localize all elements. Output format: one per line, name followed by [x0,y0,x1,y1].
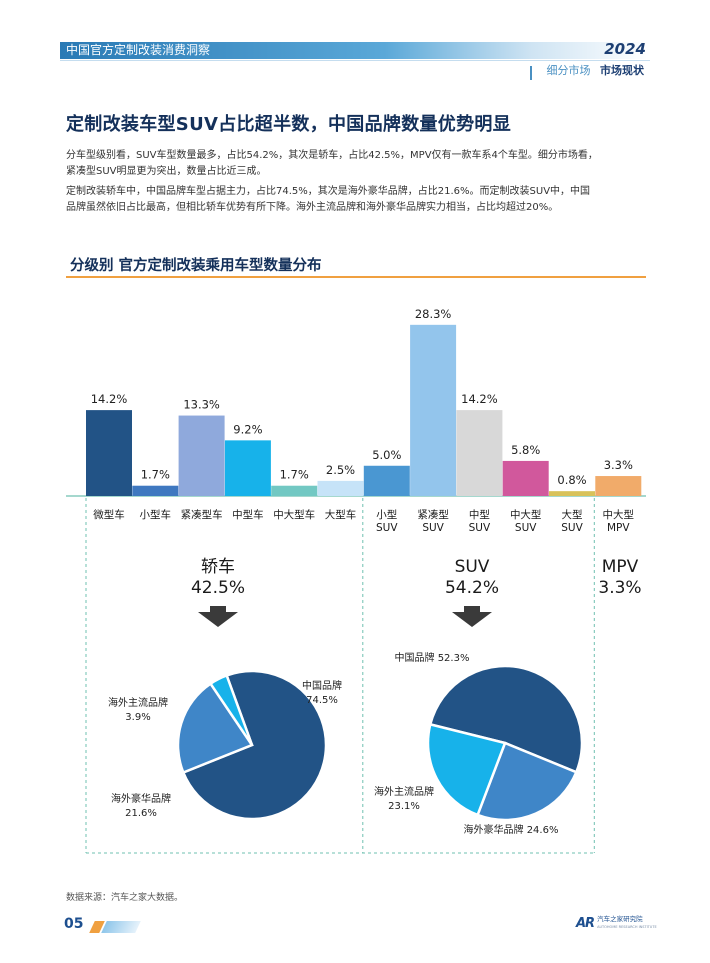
pie-SUV: 中国品牌 52.3% 海外豪华品牌 24.6% 海外主流品牌 23.1% [374,651,584,836]
group-name: 轿车 [201,557,235,577]
report-title: 中国官方定制改装消费洞察 [66,43,211,57]
paragraph-2: 定制改装轿车中，中国品牌车型占据主力，占比74.5%，其次是海外豪华品牌，占比2… [66,184,650,216]
paragraph-1-line-1: 分车型级别看，SUV车型数量最多，占比54.2%，其次是轿车，占比42.5%，M… [66,150,598,161]
bar-5 [317,480,364,496]
report-year: 2024 [604,40,646,58]
category-label: 中大型 [510,508,542,521]
pie-label: 74.5% [306,695,338,706]
bar-value-label: 0.8% [557,473,586,487]
category-label: SUV [515,522,537,534]
paragraph-1: 分车型级别看，SUV车型数量最多，占比54.2%，其次是轿车，占比42.5%，M… [66,148,650,180]
group-share: 42.5% [191,578,245,598]
category-label: 中大型 [603,508,635,521]
header-divider [60,60,650,61]
group-share: 54.2% [445,578,499,598]
pie-slice-1 [176,681,254,775]
bar-10 [549,491,595,496]
bar-3 [224,440,271,496]
pie-charts: 中国品牌 74.5% 海外豪华品牌 21.6% 海外主流品牌 3.9% 中国品牌 52.3%… [108,651,584,836]
logo-name-en: AUTOHOME RESEARCH INSTITUTE [597,925,657,929]
bar-7 [410,324,457,496]
pie-label: 中国品牌 [302,679,342,692]
pie-label: 海外豪华品牌 [111,792,171,805]
category-label: 大型 [562,508,583,521]
pie-slice-1 [475,741,578,822]
publisher-logo: AR 汽车之家研究院 AUTOHOME RESEARCH INSTITUTE [576,915,657,931]
bar-chart: 14.2% 微型车 1.7% 小型车 13.3% 紧凑型车 9.2% 中型车 1.7% 中大型车 2… [66,307,646,534]
page-title: 定制改装车型SUV占比超半数，中国品牌数量优势明显 [66,114,512,135]
category-label: 紧凑型车 [181,508,223,521]
paragraph-2-line-2: 品牌虽然依旧占比最高，但相比轿车优势有所下降。海外主流品牌和海外豪华品牌实力相当… [66,202,559,213]
pie-label: 海外主流品牌 [108,696,168,709]
arrow-down-icon [198,606,238,627]
paragraph-2-line-1: 定制改装轿车中，中国品牌车型占据主力，占比74.5%，其次是海外豪华品牌，占比2… [66,186,591,197]
category-label: SUV [561,522,583,534]
category-label: 微型车 [93,508,125,521]
pie-label: 23.1% [388,801,420,812]
bar-4 [271,485,318,496]
breadcrumb-active[interactable]: 市场现状 [600,64,644,77]
category-label: 中型 [469,508,490,521]
category-label: 小型 [376,508,397,521]
pie-slice-0 [181,669,328,821]
page-number: 05 [64,916,84,932]
arrow-down-icon [452,606,492,627]
bar-8 [456,410,503,496]
pie-slice-2 [208,673,254,746]
bar-1 [132,485,179,496]
breadcrumb-section[interactable]: 细分市场 [546,64,591,77]
pie-slice-2 [426,722,507,817]
bar-value-label: 14.2% [461,392,498,406]
logo-icon: AR [576,915,595,931]
bar-value-label: 13.3% [183,398,220,412]
group-share: 3.3% [598,578,641,598]
bar-value-label: 5.0% [372,448,401,462]
data-source-note: 数据来源：汽车之家大数据。 [66,893,184,903]
category-label: SUV [376,522,398,534]
bar-11 [595,476,642,496]
bar-9 [502,460,549,496]
bar-value-label: 1.7% [141,468,170,482]
category-label: MPV [607,522,630,534]
pie-轿车: 中国品牌 74.5% 海外豪华品牌 21.6% 海外主流品牌 3.9% [108,669,342,821]
category-label: 大型车 [325,508,357,521]
header-banner [60,42,650,59]
pie-label: 中国品牌 52.3% [395,651,470,664]
bar-value-label: 1.7% [280,468,309,482]
bar-0 [86,410,132,496]
category-label: 小型车 [140,508,172,521]
breadcrumb: 细分市场 市场现状 [547,64,645,78]
page-number-accent-blue [101,921,141,933]
category-label: 紧凑型 [417,508,449,521]
logo-name: 汽车之家研究院 [597,915,643,923]
group-name: MPV [602,557,639,577]
category-label: 中型车 [232,508,264,521]
pie-label: 海外豪华品牌 24.6% [464,823,559,836]
category-label: SUV [469,522,491,534]
pie-slice-0 [428,664,584,774]
chart-section-title: 分级别 官方定制改装乘用车型数量分布 [70,258,322,274]
pie-label: 21.6% [125,808,157,819]
bar-value-label: 3.3% [604,458,633,472]
bar-2 [178,415,225,496]
paragraph-1-line-2: 紧凑型SUV明显更为突出，数量占比近三成。 [66,166,267,177]
pie-label: 海外主流品牌 [374,785,434,798]
bar-value-label: 28.3% [415,307,452,321]
bar-value-label: 14.2% [91,392,128,406]
category-label: 中大型车 [273,508,315,521]
group-name: SUV [455,557,490,577]
section-title-rule [66,276,646,278]
bar-6 [363,465,410,496]
category-label: SUV [422,522,444,534]
pie-label: 3.9% [125,712,150,723]
breadcrumb-separator [530,66,532,80]
bar-value-label: 2.5% [326,463,355,477]
bar-value-label: 9.2% [233,422,262,436]
bar-value-label: 5.8% [511,443,540,457]
